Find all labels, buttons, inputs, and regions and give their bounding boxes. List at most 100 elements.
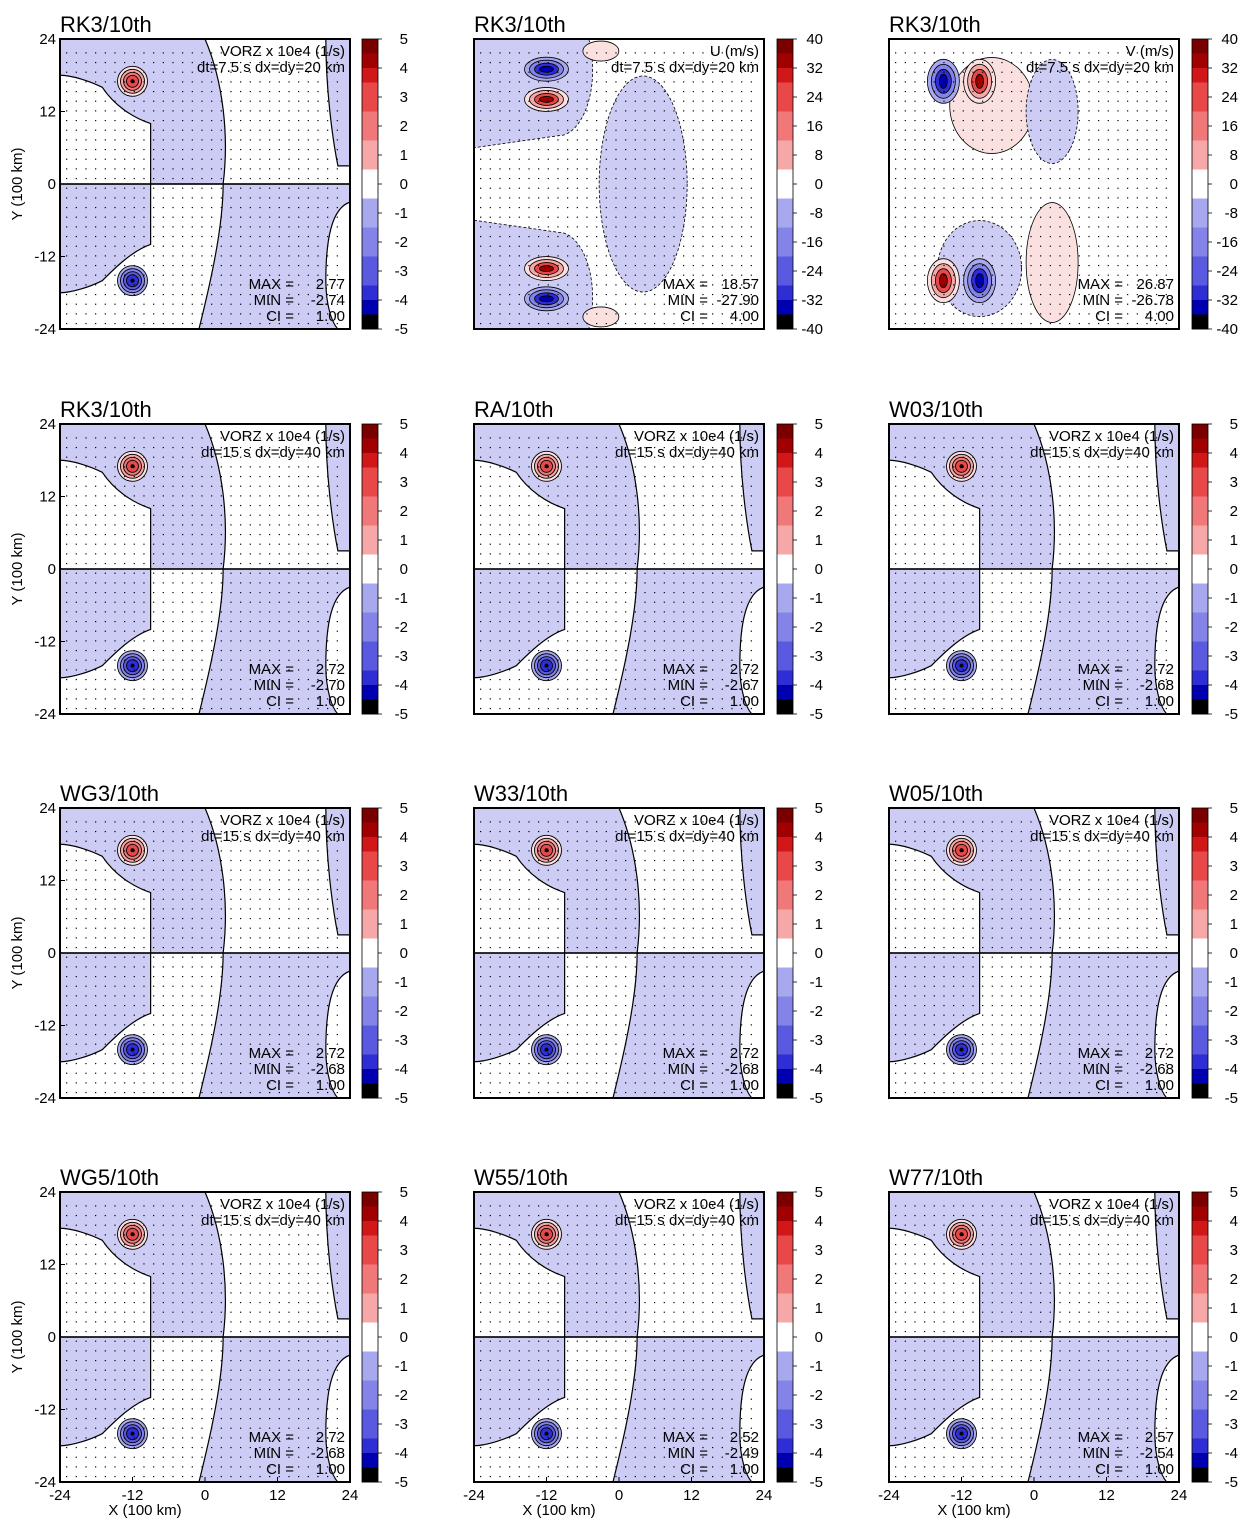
wind-vector xyxy=(336,303,338,305)
wind-vector xyxy=(982,475,984,478)
wind-vector xyxy=(673,52,675,54)
wind-vector xyxy=(85,698,87,700)
wind-vector xyxy=(133,274,135,276)
wind-vector xyxy=(201,601,203,603)
wind-vector xyxy=(673,524,675,526)
neg-region-right xyxy=(1027,568,1179,714)
wind-vector xyxy=(143,187,145,189)
wind-vector xyxy=(1011,649,1013,652)
wind-vector xyxy=(1117,129,1119,131)
wind-vector xyxy=(596,475,598,478)
wind-vector xyxy=(702,245,704,247)
wind-vector xyxy=(663,572,665,574)
wind-vector xyxy=(480,110,482,112)
wind-vector xyxy=(1040,168,1042,170)
wind-vector xyxy=(557,245,559,247)
wind-vector xyxy=(124,206,126,209)
wind-vector xyxy=(634,582,636,584)
wind-vector xyxy=(924,158,926,160)
wind-vector xyxy=(702,466,704,468)
wind-vector xyxy=(1040,119,1042,122)
wind-vector xyxy=(547,678,549,681)
wind-vector xyxy=(1117,81,1119,83)
wind-vector xyxy=(557,52,559,54)
wind-vector xyxy=(1098,129,1100,131)
wind-vector xyxy=(634,139,636,141)
wind-vector xyxy=(172,495,174,497)
wind-vector xyxy=(692,158,694,160)
wind-vector xyxy=(750,177,752,180)
wind-vector xyxy=(904,485,906,487)
wind-vector xyxy=(904,524,906,526)
wind-vector xyxy=(576,495,578,497)
wind-vector xyxy=(480,129,482,131)
wind-vector xyxy=(567,293,569,296)
wind-vector xyxy=(683,264,685,267)
wind-vector xyxy=(220,466,222,468)
wind-vector xyxy=(249,504,251,507)
wind-vector xyxy=(133,707,135,710)
wind-vector xyxy=(663,293,665,296)
wind-vector xyxy=(104,456,106,458)
wind-vector xyxy=(124,322,126,325)
wind-vector xyxy=(104,197,106,199)
wind-vector xyxy=(1117,293,1119,296)
wind-vector xyxy=(1011,235,1013,238)
wind-vector xyxy=(288,158,290,160)
wind-vector xyxy=(278,206,280,209)
wind-vector xyxy=(480,659,482,661)
wind-vector xyxy=(567,707,569,710)
wind-vector xyxy=(220,81,222,83)
wind-vector xyxy=(702,158,704,160)
wind-vector xyxy=(914,437,916,439)
wind-vector xyxy=(712,669,714,671)
colorbar-swatch xyxy=(1192,53,1208,69)
wind-vector xyxy=(66,495,68,497)
wind-vector xyxy=(66,659,68,661)
wind-vector xyxy=(66,562,68,565)
wind-vector xyxy=(741,456,743,458)
wind-vector xyxy=(172,572,174,574)
wind-vector xyxy=(66,630,68,632)
wind-vector xyxy=(104,52,106,54)
colorbar-swatch xyxy=(362,68,378,83)
wind-vector xyxy=(211,630,213,632)
wind-vector xyxy=(124,139,126,141)
wind-vector xyxy=(972,129,974,131)
wind-vector xyxy=(66,110,68,112)
wind-vector xyxy=(230,485,232,487)
wind-vector xyxy=(509,313,511,315)
wind-vector xyxy=(509,630,511,632)
wind-vector xyxy=(557,284,559,286)
wind-vector xyxy=(962,437,964,439)
wind-vector xyxy=(895,110,897,112)
wind-vector xyxy=(634,177,636,180)
wind-vector xyxy=(528,649,530,652)
wind-vector xyxy=(692,197,694,199)
wind-vector xyxy=(586,698,588,700)
wind-vector xyxy=(269,553,271,555)
wind-vector xyxy=(327,485,329,487)
wind-vector xyxy=(249,226,251,228)
wind-vector xyxy=(538,158,540,160)
wind-vector xyxy=(528,466,530,468)
wind-vector xyxy=(191,698,193,700)
wind-vector xyxy=(596,669,598,671)
wind-vector xyxy=(518,437,520,439)
wind-vector xyxy=(259,707,261,710)
wind-vector xyxy=(933,245,935,247)
wind-vector xyxy=(692,52,694,54)
wind-vector xyxy=(692,119,694,122)
wind-vector xyxy=(904,139,906,141)
neg-region-upper xyxy=(60,424,226,570)
wind-vector xyxy=(576,611,578,613)
wind-vector xyxy=(596,100,598,102)
wind-vector xyxy=(489,197,491,199)
wind-vector xyxy=(317,90,319,93)
wind-vector xyxy=(1059,303,1061,305)
wind-vector xyxy=(547,245,549,247)
wind-vector xyxy=(702,475,704,478)
wind-vector xyxy=(586,485,588,487)
wind-vector xyxy=(557,437,559,439)
wind-vector xyxy=(953,52,955,54)
